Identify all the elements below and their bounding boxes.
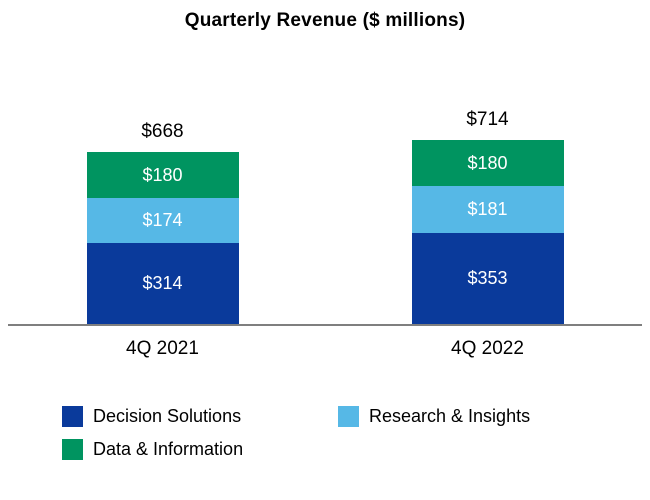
x-axis-labels: 4Q 2021 4Q 2022: [0, 338, 650, 360]
bar-segment-data-information: $180: [411, 140, 564, 186]
plot-area: $668 $180 $174 $314 $714 $180 $181 $353 4Q 2021…: [0, 72, 650, 360]
legend-label: Research & Insights: [369, 406, 531, 426]
bar-segment-data-information: $180: [86, 152, 239, 198]
bar-total-label: $668: [141, 121, 184, 142]
x-axis-label-4q-2021: 4Q 2021: [126, 338, 199, 359]
segment-value-label: $314: [142, 273, 183, 293]
bar-segment-decision-solutions: $353: [411, 233, 564, 324]
bar-stack: $180 $174 $314: [86, 152, 239, 324]
legend-swatch: [338, 406, 359, 427]
chart-title: Quarterly Revenue ($ millions): [184, 10, 466, 31]
legend-item-decision-solutions: Decision Solutions: [62, 406, 338, 427]
legend: Decision Solutions Research & Insights Dat…: [62, 406, 650, 460]
bar-group-4q-2021: $668 $180 $174 $314: [0, 121, 325, 324]
x-axis-label-4q-2022: 4Q 2022: [451, 338, 524, 359]
bars-row: $668 $180 $174 $314 $714 $180 $181 $353: [0, 72, 650, 324]
legend-item-data-information: Data & Information: [62, 439, 338, 460]
segment-value-label: $181: [467, 199, 508, 219]
legend-label: Data & Information: [93, 439, 244, 459]
segment-value-label: $180: [142, 164, 183, 185]
bar-segment-research-insights: $181: [411, 186, 564, 233]
segment-value-label: $174: [142, 210, 183, 230]
bar-stack: $180 $181 $353: [411, 140, 564, 324]
legend-swatch: [62, 439, 83, 460]
x-axis-line: [8, 324, 642, 326]
bar-total-label: $714: [466, 109, 509, 130]
legend-swatch: [62, 406, 83, 427]
bar-segment-decision-solutions: $314: [86, 243, 239, 324]
bar-group-4q-2022: $714 $180 $181 $353: [325, 109, 650, 324]
legend-label: Decision Solutions: [93, 406, 242, 426]
legend-item-research-insights: Research & Insights: [338, 406, 650, 427]
segment-value-label: $180: [467, 152, 508, 173]
segment-value-label: $353: [467, 268, 508, 288]
bar-segment-research-insights: $174: [86, 198, 239, 243]
